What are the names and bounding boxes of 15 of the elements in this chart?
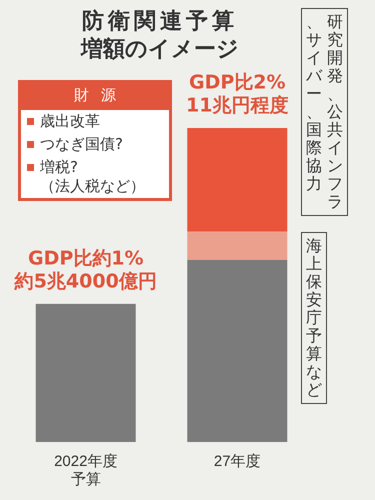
bar [187,232,288,260]
bar [187,128,288,232]
chart-title: 防衛関連予算増額のイメージ [80,8,240,64]
annotation: 増税? （法人税など） [40,158,145,196]
label-frame: 海上保安庁予算など [301,232,328,404]
label-frame: 研究開発、公共インフラ、サイバー、国際協力 [301,8,348,216]
note-box: 財源 歳出改革 つなぎ国債? 増税? （法人税など） [18,80,172,201]
bar [36,304,136,442]
annotation: 歳出改革 [40,112,100,131]
bar [187,260,288,442]
x-tick-label: 27年度 [214,453,261,470]
annotation: GDP比約1% 約5兆4000億円 [14,247,157,292]
annotation: つなぎ国債? [40,135,123,154]
annotation: GDP比2% 11兆円程度 [186,71,288,116]
x-tick-label: 2022年度予算 [54,453,118,488]
